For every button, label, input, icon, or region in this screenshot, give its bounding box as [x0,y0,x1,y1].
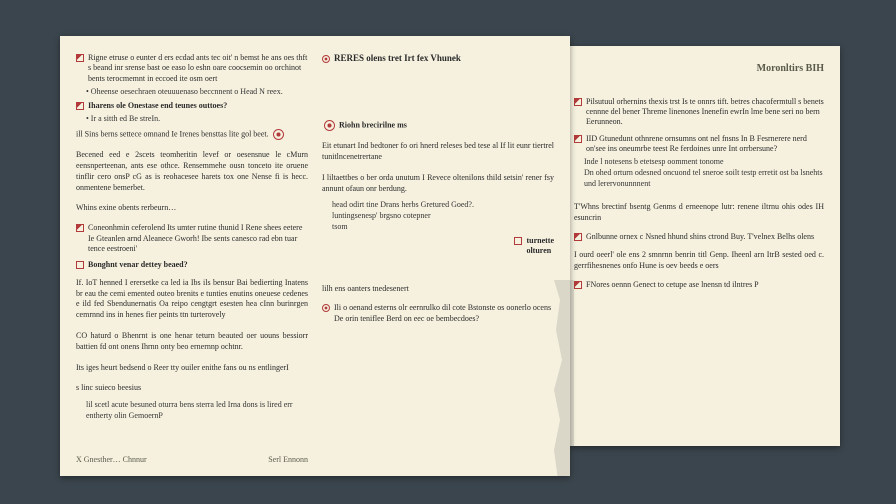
bullet-text: Coneonhmin ceferolend Its umter rutine t… [88,223,308,254]
sub-line: Dn ohed orturn odesned oncuond tel snero… [584,168,824,190]
para-text: ill Sins berns settece omnand Ie Irenes … [76,130,269,139]
list-line: luntingsenesp' brgsno cotepner [332,211,554,222]
bullet-item: IID Gtunedunt othnrene ornsumns ont nel … [574,134,824,155]
bullet-item: Ili o oenand esterns olr eernrulko dil c… [322,303,554,324]
sub-line: • Oheense oesechraen oteuuuenaso beccnne… [86,87,308,98]
bullet-text: Gnlbunne ornex c Nsned hhund shins ctron… [586,232,824,242]
paragraph: lilh ens oanters tnedesenert [322,284,554,295]
paragraph: ill Sins berns settece omnand Ie Irenes … [76,129,308,140]
sub-line: • Ir a sitth ed Be streIn. [86,114,308,125]
footer-right-text: Serl Ennonn [268,455,308,466]
checkbox-icon [514,237,522,245]
bullet-text: IID Gtunedunt othnrene ornsumns ont nel … [586,134,824,155]
paragraph: Riohn brecirilne ms [322,120,554,131]
left-column-1: Rigne etruse o eunter d ers ecdad ants t… [76,50,308,466]
bullet-item: Iharens ole Onestase end teunes outtoes? [76,101,308,111]
list-line: head odirt tine Drans herbs Gretured Goe… [332,200,554,211]
heading-text: RERES olens tret Irt fex Vhunek [334,52,461,64]
bullet-item: Coneonhmin ceferolend Its umter rutine t… [76,223,308,254]
bullet-text: FNores oennn Genect to cetupe ase lnensn… [586,280,824,290]
paragraph: Becened eed e 2scets teomheritin levef o… [76,150,308,193]
left-footer: X Gnesther… Chnnur Serl Ennonn [76,451,308,466]
bullet-text: Rigne etruse o eunter d ers ecdad ants t… [88,53,308,84]
paragraph: Its iges heurt bedsend o Reer tty ouiler… [76,363,308,374]
section-heading: RERES olens tret Irt fex Vhunek [322,52,554,64]
inline-marker-icon [273,129,284,140]
circle-marker-icon [322,55,330,63]
bullet-text: Ili o oenand esterns olr eernrulko dil c… [334,303,554,324]
bullet-item: Rigne etruse o eunter d ers ecdad ants t… [76,53,308,84]
checkbox-icon [76,261,84,269]
sub-line: Inde l notesens b etetsesp oomment tonom… [584,157,824,168]
bullet-item: Pilsutuul orhernins thexis trst Is te on… [574,97,824,128]
checkbox-icon [574,233,582,241]
paragraph: CO haturd o Bhenrnt is one henar teturn … [76,331,308,353]
paragraph: Eit etunart Ind bedtoner fo ori hnerd re… [322,141,554,163]
bullet-item: turnette olturen [322,236,554,257]
circle-marker-icon [322,304,330,312]
paragraph: s linc suieco beesius [76,383,308,394]
left-page: Rigne etruse o eunter d ers ecdad ants t… [60,36,570,476]
paragraph: If. IoT henned I erersetke ca led ia Ibs… [76,278,308,321]
footer-left-text: X Gnesther… Chnnur [76,455,147,466]
bullet-text: Iharens ole Onestase end teunes outtoes? [88,101,308,111]
bullet-text: Pilsutuul orhernins thexis trst Is te on… [586,97,824,128]
list-line: tsom [332,222,554,233]
checkbox-icon [574,281,582,289]
bullet-item: Gnlbunne ornex c Nsned hhund shins ctron… [574,232,824,242]
paragraph: I liltaettbes o ber orda unutum I Revece… [322,173,554,195]
inline-marker-icon [324,120,335,131]
right-page: Moronltirs BIH Pilsutuul orhernins thexi… [558,46,840,446]
checkbox-icon [76,54,84,62]
bullet-text: Bonghnt venar dettey beaed? [88,260,308,270]
paragraph: I ourd oeerl' ole ens 2 smnrnn benrin ti… [574,250,824,272]
checkbox-icon [574,98,582,106]
checkbox-icon [76,224,84,232]
checkbox-icon [76,102,84,110]
paragraph: T'Whns brectinf bsentg Genms d erneenope… [574,202,824,224]
bullet-item: Bonghnt venar dettey beaed? [76,260,308,270]
left-column-2: RERES olens tret Irt fex Vhunek Riohn br… [322,50,554,466]
sub-line: lil scetl acute besuned oturra bens ster… [86,400,308,422]
bullet-item: FNores oennn Genect to cetupe ase lnensn… [574,280,824,290]
checkbox-icon [574,135,582,143]
page-title: Moronltirs BIH [574,62,824,76]
bullet-text: turnette olturen [526,236,554,257]
paragraph: Whins exine obents rerbeurn… [76,203,308,214]
para-lead: Riohn brecirilne ms [339,120,407,129]
